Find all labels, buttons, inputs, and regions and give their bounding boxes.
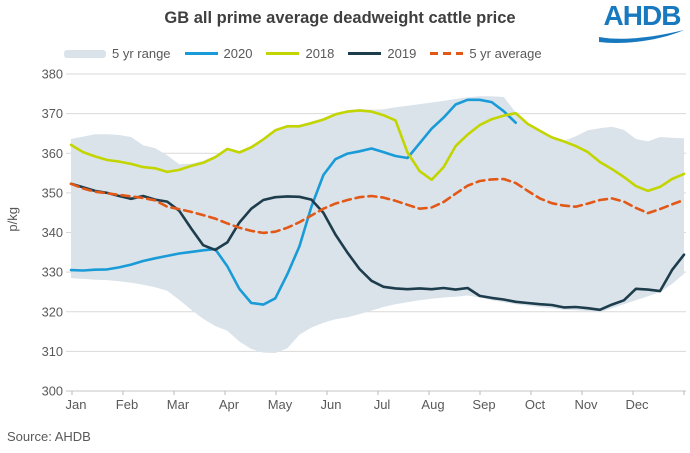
y-tick-label-340: 340 bbox=[42, 225, 63, 240]
legend-item-5yr-range: 5 yr range bbox=[64, 46, 171, 61]
ahdb-logo: AHDB bbox=[598, 2, 686, 48]
source-note: Source: AHDB bbox=[7, 429, 91, 444]
x-tick-label-feb: Feb bbox=[116, 397, 138, 412]
chart-legend: 5 yr range 2020 2018 2019 5 yr average bbox=[64, 46, 542, 61]
y-tick-label-300: 300 bbox=[42, 384, 63, 399]
y-tick-label-360: 360 bbox=[42, 146, 63, 161]
legend-label-5yr-range: 5 yr range bbox=[112, 46, 171, 61]
y-tick-label-330: 330 bbox=[42, 265, 63, 280]
x-tick-label-oct: Oct bbox=[525, 397, 546, 412]
legend-item-2020: 2020 bbox=[184, 46, 253, 61]
y-tick-label-370: 370 bbox=[42, 106, 63, 121]
legend-item-2019: 2019 bbox=[348, 46, 416, 61]
legend-item-2018: 2018 bbox=[266, 46, 334, 61]
chart-title: GB all prime average deadweight cattle p… bbox=[164, 9, 516, 27]
legend-label-2018: 2018 bbox=[305, 46, 335, 61]
x-tick-label-dec: Dec bbox=[625, 397, 649, 412]
y-tick-label-310: 310 bbox=[42, 344, 63, 359]
x-tick-label-jul: Jul bbox=[374, 397, 391, 412]
x-tick-label-may: May bbox=[268, 397, 293, 412]
line-swatch-5yr-average-icon bbox=[430, 52, 464, 55]
x-tick-label-sep: Sep bbox=[472, 397, 495, 412]
ahdb-logo-text: AHDB bbox=[603, 0, 682, 31]
range-swatch-icon bbox=[64, 49, 106, 58]
legend-item-5yr-average: 5 yr average bbox=[430, 46, 542, 61]
legend-label-2019: 2019 bbox=[387, 46, 417, 61]
x-tick-label-apr: Apr bbox=[219, 397, 240, 412]
series-line-5-yr-average bbox=[69, 177, 686, 235]
x-tick-label-aug: Aug bbox=[421, 397, 444, 412]
series-line-2018 bbox=[69, 109, 686, 193]
line-swatch-2020-icon bbox=[184, 52, 218, 55]
y-tick-label-350: 350 bbox=[42, 185, 63, 200]
y-tick-label-320: 320 bbox=[42, 304, 63, 319]
y-tick-label-380: 380 bbox=[42, 67, 63, 82]
series-line-2019 bbox=[69, 182, 686, 312]
x-tick-label-mar: Mar bbox=[167, 397, 190, 412]
x-tick-label-jun: Jun bbox=[321, 397, 342, 412]
series-line-2020 bbox=[69, 98, 518, 306]
x-tick-label-nov: Nov bbox=[574, 397, 598, 412]
legend-label-2020: 2020 bbox=[223, 46, 253, 61]
band-area-5yr-range bbox=[71, 96, 684, 353]
legend-label-5yr-average: 5 yr average bbox=[469, 46, 542, 61]
ahdb-logo-swoosh-icon bbox=[599, 30, 684, 43]
y-axis-label: p/kg bbox=[5, 207, 20, 232]
line-swatch-2018-icon bbox=[266, 52, 300, 55]
line-swatch-2019-icon bbox=[348, 52, 382, 55]
x-tick-label-jan: Jan bbox=[66, 397, 87, 412]
